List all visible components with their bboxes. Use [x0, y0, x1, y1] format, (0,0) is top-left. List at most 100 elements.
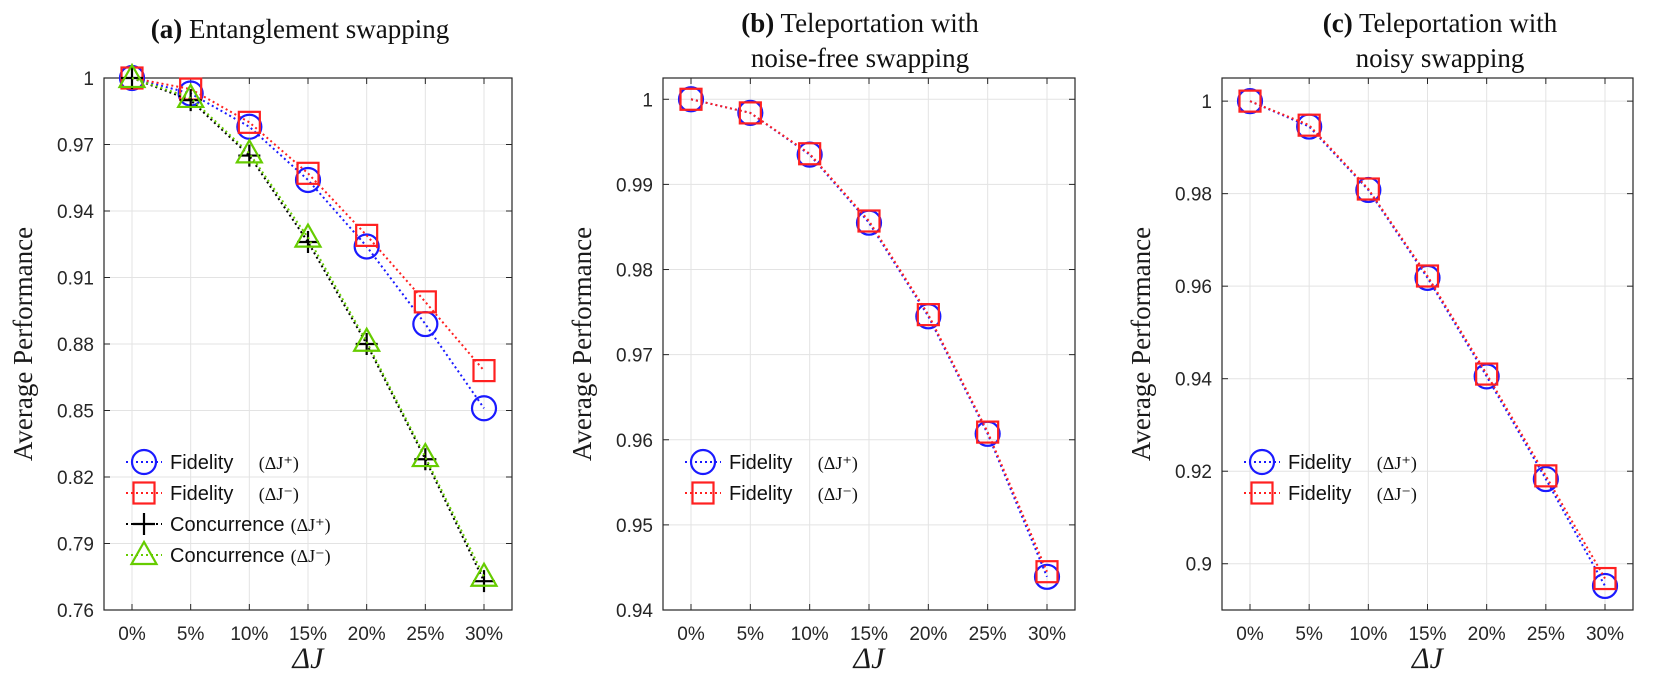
legend-item: Concurrence (ΔJ⁺) — [126, 513, 331, 536]
data-point — [1297, 113, 1321, 137]
legend-marker — [691, 481, 715, 505]
x-axis-label: ΔJ — [292, 642, 326, 674]
y-tick-label: 0.76 — [57, 601, 94, 622]
data-point — [1238, 89, 1262, 113]
data-point — [470, 395, 498, 422]
y-tick-label: 1 — [83, 69, 94, 90]
y-tick-label: 0.97 — [616, 346, 653, 367]
data-point — [355, 223, 379, 247]
series-2 — [1238, 89, 1617, 591]
chart-title: (b) Teleportation with — [741, 8, 979, 38]
legend-sub: (ΔJ⁻) — [291, 546, 331, 567]
data-point — [297, 231, 319, 254]
data-point — [473, 570, 495, 593]
data-point — [737, 99, 764, 126]
x-tick-label: 30% — [1028, 624, 1066, 645]
x-tick-label: 25% — [406, 624, 444, 645]
x-tick-label: 25% — [1527, 624, 1565, 645]
y-tick-label: 0.95 — [616, 516, 653, 537]
legend-sub: (ΔJ⁺) — [259, 453, 299, 474]
y-tick-label: 0.92 — [1175, 462, 1212, 483]
data-point — [296, 161, 320, 185]
x-tick-label: 0% — [1236, 624, 1264, 645]
legend-marker — [1248, 448, 1276, 476]
y-tick-label: 0.91 — [57, 269, 94, 290]
y-axis-label: Average Performance — [567, 227, 597, 461]
legend-sub: (ΔJ⁻) — [1377, 484, 1417, 505]
y-tick-label: 0.94 — [1175, 370, 1212, 391]
x-axis-label: ΔJ — [1411, 642, 1445, 674]
y-tick-label: 0.96 — [1175, 277, 1212, 298]
data-point — [352, 326, 382, 352]
panel-label: (a) — [151, 14, 182, 44]
x-tick-label: 20% — [1468, 624, 1506, 645]
data-point — [677, 86, 705, 113]
legend-label: Concurrence — [170, 545, 285, 567]
title-text: Teleportation with — [1353, 8, 1558, 38]
series-2 — [679, 87, 1059, 584]
title-text: Teleportation with — [774, 8, 979, 38]
legend-sub: (ΔJ⁺) — [818, 453, 858, 474]
data-point — [410, 441, 440, 468]
x-tick-label: 5% — [737, 624, 765, 645]
data-point — [294, 166, 322, 194]
legend-item: Fidelity (ΔJ⁺) — [685, 448, 858, 476]
series-line — [690, 98, 1048, 573]
data-point — [976, 420, 1000, 444]
x-tick-label: 15% — [1408, 624, 1446, 645]
y-tick-label: 0.99 — [616, 175, 653, 196]
legend-marker — [1250, 481, 1274, 505]
legend-marker — [129, 539, 159, 566]
x-tick-label: 20% — [909, 624, 947, 645]
data-point — [857, 209, 881, 233]
data-point — [1532, 465, 1559, 493]
x-tick-label: 0% — [118, 624, 146, 645]
x-tick-label: 0% — [677, 624, 705, 645]
y-tick-label: 0.94 — [57, 202, 94, 223]
y-tick-label: 1 — [1201, 92, 1212, 113]
data-point — [1591, 572, 1619, 600]
legend-label: Concurrence — [170, 514, 285, 536]
legend-marker — [689, 448, 717, 476]
panel-label: (c) — [1323, 8, 1353, 38]
x-tick-label: 25% — [969, 624, 1007, 645]
x-tick-label: 15% — [289, 624, 327, 645]
data-point — [738, 101, 762, 125]
y-tick-label: 1 — [642, 90, 653, 111]
data-point — [293, 222, 323, 248]
legend-label: Fidelity — [1288, 483, 1351, 505]
data-point — [679, 87, 703, 111]
y-tick-label: 0.85 — [57, 402, 94, 423]
legend-sub: (ΔJ⁻) — [818, 484, 858, 505]
x-tick-label: 30% — [1586, 624, 1624, 645]
y-tick-label: 0.9 — [1186, 555, 1212, 576]
series-4 — [117, 62, 499, 587]
y-tick-label: 0.98 — [1175, 185, 1212, 206]
y-tick-label: 0.96 — [616, 431, 653, 452]
series-line — [131, 77, 485, 578]
data-point — [1415, 264, 1440, 288]
data-point — [469, 561, 499, 587]
y-tick-label: 0.94 — [616, 601, 653, 622]
data-point — [916, 303, 940, 327]
data-point — [1033, 563, 1061, 590]
legend-label: Fidelity — [170, 452, 233, 474]
legend-item: Fidelity (ΔJ⁻) — [126, 481, 299, 505]
data-point — [1236, 88, 1264, 115]
x-tick-label: 10% — [1349, 624, 1387, 645]
chart-title: (a) Entanglement swapping — [151, 14, 449, 44]
legend-sub: (ΔJ⁺) — [291, 515, 331, 536]
x-tick-label: 15% — [850, 624, 888, 645]
legend-item: Concurrence (ΔJ⁻) — [126, 539, 331, 567]
y-axis-label: Average Performance — [8, 227, 38, 461]
chart-title-line: noisy swapping — [1356, 43, 1525, 73]
data-point — [1475, 362, 1499, 386]
legend-label: Fidelity — [1288, 452, 1351, 474]
data-point — [234, 138, 264, 164]
legend-item: Fidelity (ΔJ⁻) — [685, 481, 858, 505]
legend-item: Fidelity (ΔJ⁺) — [126, 448, 299, 476]
data-point — [472, 359, 496, 383]
